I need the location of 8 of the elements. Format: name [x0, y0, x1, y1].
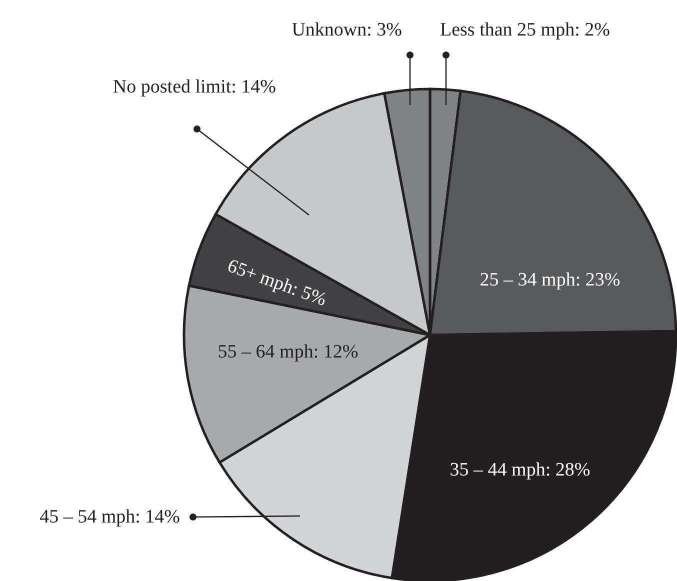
slice-label: Less than 25 mph: 2% [440, 20, 610, 40]
slice-label: 65+ mph: 5% [224, 255, 330, 311]
slice-label: 45 – 54 mph: 14% [40, 506, 180, 528]
slice-label: Unknown: 3% [292, 20, 402, 40]
slice-label: 25 – 34 mph: 23% [480, 270, 620, 290]
slice-label: No posted limit: 14% [112, 76, 276, 98]
slice-label: 55 – 64 mph: 12% [218, 342, 358, 362]
slice-label: 35 – 44 mph: 28% [450, 460, 590, 480]
